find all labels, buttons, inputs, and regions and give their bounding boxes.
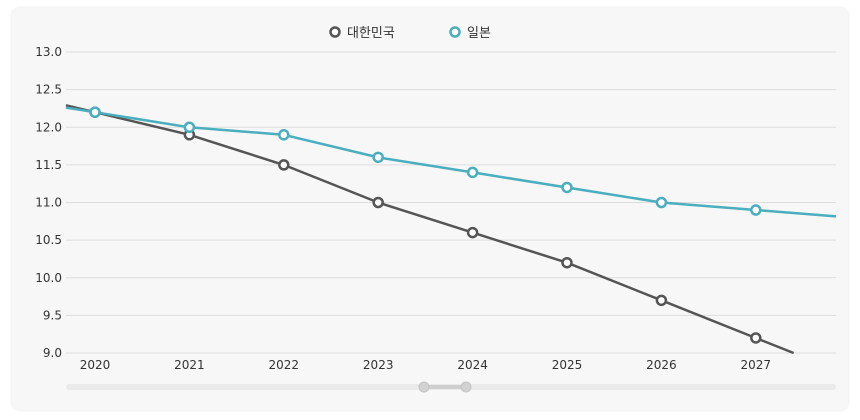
y-tick-label: 11.0 (35, 196, 62, 210)
data-point[interactable] (750, 204, 762, 216)
data-point[interactable] (466, 166, 479, 179)
x-tick-label: 2026 (646, 358, 677, 372)
legend-label-japan: 일본 (467, 26, 491, 41)
legend-item-japan[interactable]: 일본 (449, 26, 491, 41)
data-point[interactable] (750, 332, 762, 344)
data-point[interactable] (278, 129, 290, 141)
data-point[interactable] (372, 196, 384, 209)
slider-range[interactable] (424, 385, 466, 389)
grid-lines (66, 51, 836, 354)
data-point[interactable] (466, 226, 479, 239)
legend-label-korea: 대한민국 (347, 26, 395, 41)
zoom-slider[interactable] (66, 381, 836, 393)
x-tick-label: 2027 (741, 358, 772, 372)
y-tick-label: 9.0 (43, 346, 62, 360)
series-lines (65, 104, 837, 355)
x-tick-label: 2020 (80, 358, 111, 372)
series-points (89, 106, 762, 344)
y-axis: 9.0 9.5 10.0 10.5 11.0 11.5 12.0 12.5 13.0 (35, 45, 62, 360)
legend-marker-japan (449, 26, 461, 38)
slider-handle-right[interactable] (460, 381, 472, 393)
x-tick-label: 2023 (363, 358, 394, 372)
chart-card (12, 8, 848, 410)
legend: 대한민국 일본 (329, 26, 491, 41)
y-tick-label: 12.5 (35, 83, 62, 97)
data-point[interactable] (89, 106, 101, 118)
x-axis: 2020 2021 2022 2023 2024 2025 2026 2027 (80, 358, 771, 372)
data-point[interactable] (655, 196, 668, 209)
y-tick-label: 10.5 (35, 233, 62, 247)
x-tick-label: 2024 (457, 358, 488, 372)
legend-item-korea[interactable]: 대한민국 (329, 26, 395, 41)
y-tick-label: 10.0 (35, 271, 62, 285)
y-tick-label: 9.5 (43, 308, 62, 322)
y-tick-label: 11.5 (35, 158, 62, 172)
data-point[interactable] (278, 159, 290, 171)
y-tick-label: 12.0 (35, 120, 62, 134)
x-tick-label: 2022 (269, 358, 300, 372)
x-tick-label: 2025 (552, 358, 583, 372)
legend-marker-korea (329, 26, 341, 38)
y-tick-label: 13.0 (35, 45, 62, 59)
data-point[interactable] (655, 294, 668, 307)
data-point[interactable] (561, 181, 573, 194)
x-tick-label: 2021 (174, 358, 205, 372)
data-point[interactable] (183, 121, 196, 133)
data-point[interactable] (372, 151, 384, 164)
data-point[interactable] (561, 256, 573, 269)
series-line-1 (65, 106, 837, 218)
series-line-0 (65, 104, 795, 355)
slider-handle-left[interactable] (418, 381, 430, 393)
